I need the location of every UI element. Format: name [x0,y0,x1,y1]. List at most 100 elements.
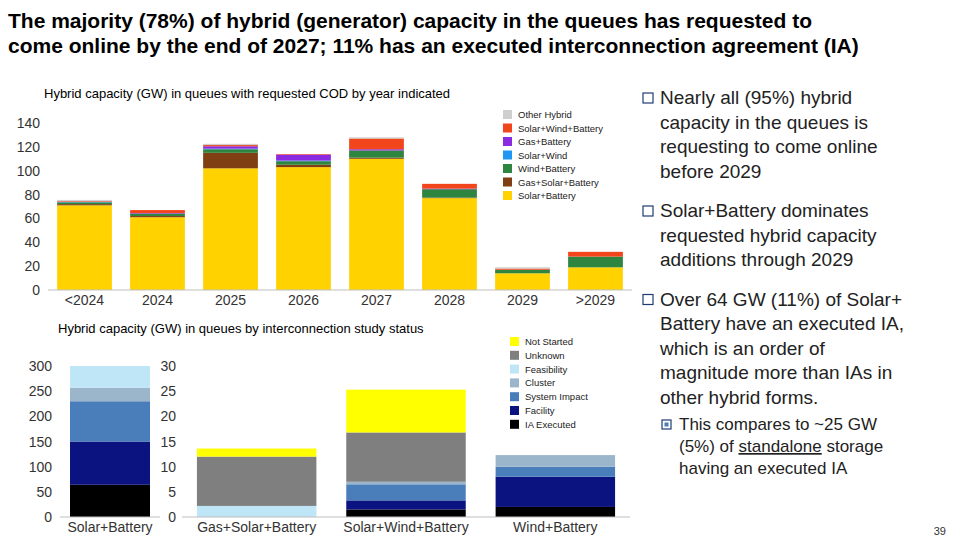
y-tick-label: 0 [168,509,176,525]
sub-bullet-text: This compares to ~25 GW [679,415,877,434]
bars: IA ExecutedFacilitySystem ImpactClusterF… [197,390,615,517]
bar-segment: Solar+Wind+Battery [349,139,404,150]
sub-bullet-marker [662,420,671,429]
x-tick-label: <2024 [65,292,105,308]
y-tick-label: 5 [168,484,176,500]
bar-segment: Gas+Solar+Battery [130,216,185,217]
bullet-text: requesting to come online [660,136,878,157]
x-tick-label: Solar+Battery [67,519,152,535]
chart: Hybrid capacity (GW) in queues with requ… [17,86,632,308]
bar-segment: Wind+Battery [130,214,185,216]
slide: The majority (78%) of hybrid (generator)… [0,0,960,551]
bar-segment: Solar+Wind [422,189,477,190]
bar-segment: Other Hybrid [57,200,112,201]
bar-segment: Solar+Wind+Battery [57,201,112,203]
y-tick-label: 120 [17,139,41,155]
y-tick-label: 0 [44,509,52,525]
bullet-text: magnitude more than IAs in [660,362,892,383]
y-tick-label: 50 [36,484,52,500]
bullet-text: additions through 2029 [660,249,853,270]
bar-segment: Facility [70,442,150,485]
bar-segment: Unknown [346,432,465,481]
x-axis-line [48,290,632,291]
bullet-text: other hybrid forms. [660,387,818,408]
bullet-text: capacity in the queues is [660,112,868,133]
slide-title: The majority (78%) of hybrid (generator)… [8,9,812,32]
bar-segment: Not Started [70,366,150,367]
bar-segment: System Impact [346,484,465,500]
legend-swatch [510,378,519,387]
bar-segment: Other Hybrid [276,154,331,155]
x-tick-label: 2025 [215,292,246,308]
legend-label: Unknown [525,350,565,361]
bullet-marker [643,93,653,103]
x-tick-label: 2026 [288,292,319,308]
bar-segment: Unknown [496,455,615,456]
bar-segment: Cluster [70,388,150,402]
bar-segment: IA Executed [346,509,465,517]
bar-segment: Wind+Battery [349,150,404,157]
bar-segment: Gas+Solar+Battery [203,153,258,169]
bar-segment: Wind+Battery [422,189,477,197]
bar-segment: Gas+Battery [349,149,404,150]
bar-segment: Wind+Battery [276,161,331,165]
x-tick-label: 2028 [434,292,465,308]
legend-label: Cluster [525,377,555,388]
bar-segment: Facility [496,477,615,507]
legend-swatch [503,178,512,187]
bullet-text: Solar+Battery dominates [660,200,869,221]
legend-swatch [510,420,519,429]
bar-segment: Gas+Battery [276,155,331,161]
bar-segment: Solar+Battery [203,168,258,290]
x-tick-label: 2029 [507,292,538,308]
y-tick-label: 250 [29,383,53,399]
sub-bullet-marker [665,423,669,427]
y-tick-label: 100 [29,459,53,475]
y-tick-label: 150 [29,434,53,450]
bar-segment: Other Hybrid [568,251,623,252]
bars: IA ExecutedFacilitySystem ImpactClusterF… [70,366,150,517]
y-tick-label: 80 [24,187,40,203]
y-tick-label: 30 [160,358,176,374]
legend-swatch [503,124,512,133]
x-tick-label: 2027 [361,292,392,308]
bar-segment: Solar+Wind+Battery [568,252,623,257]
bar-segment: Unknown [197,457,316,506]
y-tick-label: 10 [160,459,176,475]
bullet-text: which is an order of [659,338,825,359]
bullet-text: requested hybrid capacity [660,225,877,246]
sub-bullet-text: having an executed IA [679,459,848,478]
bar-segment: Solar+Battery [130,217,185,290]
y-tick-label: 15 [160,434,176,450]
legend-label: Solar+Battery [518,190,576,201]
legend-swatch [510,337,519,346]
bar-segment: Solar+Wind [495,269,550,270]
bar-segment: System Impact [496,467,615,477]
legend-swatch [510,365,519,374]
legend-label: Wind+Battery [518,163,576,174]
bar-segment: Solar+Battery [495,273,550,290]
legend-label: Solar+Wind+Battery [518,123,603,134]
y-tick-label: 20 [160,408,176,424]
bars: Solar+BatteryGas+Solar+BatteryWind+Batte… [57,137,623,290]
bar-segment: Gas+Battery [495,269,550,270]
x-tick-label: Gas+Solar+Battery [197,519,316,535]
legend-label: Feasibility [525,364,567,375]
bar-segment: Cluster [496,455,615,467]
y-tick-label: 140 [17,115,41,131]
bar-segment: Not Started [197,449,316,457]
bar-segment: Not Started [496,455,615,456]
legend-label: Gas+Solar+Battery [518,177,599,188]
bar-segment: Feasibility [496,455,615,456]
x-tick-label: 2024 [142,292,173,308]
bar-segment: Solar+Wind [349,150,404,151]
x-tick-label: Wind+Battery [513,519,597,535]
legend-label: Gas+Battery [518,136,571,147]
legend-swatch [510,392,519,401]
sub-bullet-segment: standalone [739,437,822,456]
bar-segment: Solar+Battery [57,205,112,290]
y-tick-label: 0 [32,282,40,298]
legend-label: IA Executed [525,419,576,430]
y-tick-label: 40 [24,234,40,250]
y-tick-label: 100 [17,163,41,179]
